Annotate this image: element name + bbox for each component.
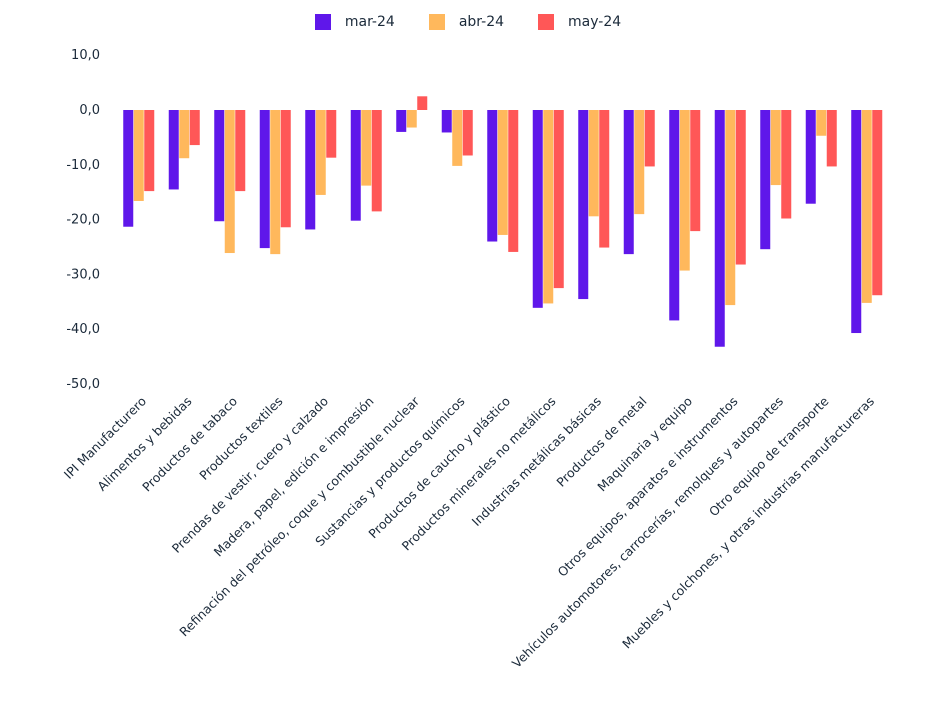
y-tick-label: 0,0 — [79, 103, 100, 118]
bar-mar-24-7[interactable] — [441, 110, 452, 133]
legend-item-abr-24[interactable]: abr-24 — [428, 14, 505, 30]
bar-may-24-10[interactable] — [599, 110, 610, 248]
bar-abr-24-13[interactable] — [725, 110, 736, 306]
y-tick-label: -10,0 — [66, 158, 100, 173]
bar-mar-24-10[interactable] — [578, 110, 589, 300]
bar-may-24-2[interactable] — [235, 110, 246, 192]
y-tick-label: -50,0 — [66, 377, 100, 392]
bar-may-24-6[interactable] — [417, 96, 428, 110]
bar-may-24-12[interactable] — [690, 110, 701, 232]
bar-may-24-0[interactable] — [144, 110, 155, 192]
legend-item-may-24[interactable]: may-24 — [538, 14, 621, 30]
bar-may-24-4[interactable] — [326, 110, 337, 158]
bar-abr-24-3[interactable] — [270, 110, 281, 255]
bar-mar-24-8[interactable] — [487, 110, 498, 242]
bar-mar-24-4[interactable] — [305, 110, 316, 230]
bar-abr-24-10[interactable] — [588, 110, 599, 217]
bar-abr-24-9[interactable] — [543, 110, 554, 304]
bar-may-24-5[interactable] — [371, 110, 382, 212]
bar-mar-24-6[interactable] — [396, 110, 407, 132]
bar-may-24-16[interactable] — [872, 110, 883, 296]
legend-swatch-mar-24 — [314, 14, 331, 30]
bar-mar-24-15[interactable] — [805, 110, 816, 204]
bar-abr-24-12[interactable] — [679, 110, 690, 271]
y-axis: 10,0 0,0 -10,0 -20,0 -30,0 -40,0 -50,0 — [66, 48, 100, 392]
bar-abr-24-4[interactable] — [315, 110, 326, 195]
bar-may-24-8[interactable] — [508, 110, 519, 252]
bar-mar-24-16[interactable] — [851, 110, 862, 334]
bar-abr-24-16[interactable] — [861, 110, 872, 303]
bar-mar-24-0[interactable] — [123, 110, 134, 227]
bar-abr-24-1[interactable] — [179, 110, 190, 159]
x-tick-label: IPI Manufacturero — [61, 394, 149, 482]
y-tick-label: -40,0 — [66, 322, 100, 337]
x-tick-label: Productos textiles — [196, 394, 285, 483]
bar-may-24-9[interactable] — [553, 110, 564, 289]
bar-mar-24-3[interactable] — [259, 110, 270, 249]
bar-abr-24-0[interactable] — [133, 110, 144, 201]
bar-may-24-13[interactable] — [735, 110, 746, 265]
y-tick-label: -20,0 — [66, 213, 100, 228]
x-tick-label: Madera, papel, edición e impresión — [211, 394, 377, 560]
bar-mar-24-13[interactable] — [714, 110, 725, 347]
bar-abr-24-2[interactable] — [224, 110, 235, 254]
bar-abr-24-5[interactable] — [361, 110, 372, 186]
bar-mar-24-9[interactable] — [532, 110, 543, 308]
bar-mar-24-14[interactable] — [760, 110, 771, 250]
bar-abr-24-8[interactable] — [497, 110, 508, 235]
bar-abr-24-6[interactable] — [406, 110, 417, 128]
legend-swatch-abr-24 — [428, 14, 445, 30]
legend-swatch-may-24 — [538, 14, 555, 30]
legend-item-mar-24[interactable]: mar-24 — [314, 14, 395, 30]
legend-label-mar-24: mar-24 — [344, 14, 395, 30]
bar-may-24-3[interactable] — [280, 110, 291, 228]
bar-mar-24-12[interactable] — [669, 110, 680, 321]
y-tick-label: 10,0 — [71, 48, 100, 63]
bars — [123, 96, 883, 347]
bar-may-24-11[interactable] — [644, 110, 655, 167]
bar-may-24-7[interactable] — [462, 110, 473, 156]
bar-mar-24-2[interactable] — [214, 110, 225, 222]
bar-may-24-1[interactable] — [189, 110, 200, 146]
y-tick-label: -30,0 — [66, 267, 100, 282]
bar-abr-24-14[interactable] — [770, 110, 781, 186]
bar-may-24-15[interactable] — [826, 110, 837, 167]
bar-abr-24-15[interactable] — [816, 110, 827, 136]
bar-may-24-14[interactable] — [781, 110, 792, 219]
bar-abr-24-7[interactable] — [452, 110, 463, 166]
legend: mar-24 abr-24 may-24 — [0, 14, 936, 30]
bar-mar-24-1[interactable] — [168, 110, 179, 190]
bar-mar-24-11[interactable] — [623, 110, 634, 255]
bar-mar-24-5[interactable] — [350, 110, 361, 221]
bar-abr-24-11[interactable] — [634, 110, 645, 215]
legend-label-abr-24: abr-24 — [458, 14, 505, 30]
legend-label-may-24: may-24 — [568, 14, 622, 30]
